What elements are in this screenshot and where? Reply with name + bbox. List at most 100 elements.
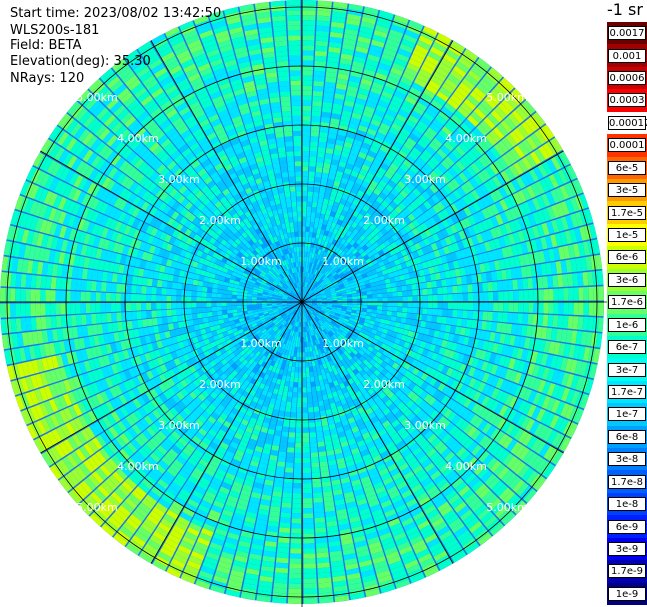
ray-gate — [285, 462, 294, 468]
ray-gate — [444, 122, 457, 133]
ray-gate — [311, 295, 317, 299]
ray-gate — [419, 167, 430, 177]
ray-gate — [367, 196, 376, 204]
ray-gate — [384, 81, 398, 90]
ray-gate — [306, 302, 312, 305]
ray-gate — [325, 209, 332, 216]
ray-gate — [429, 122, 441, 134]
ray-gate — [414, 242, 422, 251]
ray-gate — [293, 472, 302, 479]
ray-gate — [346, 243, 353, 250]
ray-gate — [317, 151, 325, 158]
ray-gate — [524, 171, 535, 185]
ray-gate — [319, 187, 326, 194]
ray-gate — [375, 196, 384, 204]
ray-gate — [375, 267, 382, 273]
ray-gate — [332, 303, 338, 306]
ray-gate — [311, 472, 321, 478]
ray-gate — [513, 290, 519, 301]
ray-gate — [331, 294, 337, 298]
ray-gate — [397, 296, 403, 302]
ray-gate — [542, 314, 549, 327]
ray-gate — [316, 25, 330, 32]
ray-gate — [478, 156, 489, 168]
ray-gate — [377, 297, 383, 302]
ray-gate — [337, 249, 343, 255]
ray-gate — [352, 257, 359, 264]
ray-gate — [317, 278, 323, 284]
ray-gate — [360, 314, 367, 319]
ray-gate — [390, 282, 397, 288]
ray-gate — [592, 270, 599, 286]
ray-gate — [382, 306, 388, 311]
ray-gate — [487, 282, 493, 292]
ray-gate — [503, 116, 517, 130]
ray-gate — [438, 247, 446, 257]
ray-gate — [489, 331, 496, 342]
ray-gate — [336, 208, 343, 215]
ray-gate — [303, 523, 314, 529]
ray-gate — [447, 302, 453, 310]
ray-gate — [330, 222, 337, 229]
ray-gate — [575, 257, 583, 272]
ray-gate — [459, 267, 466, 276]
ray-gate — [309, 161, 316, 167]
ray-gate — [370, 86, 383, 95]
ray-gate — [314, 55, 327, 62]
ray-gate — [304, 241, 308, 247]
ray-gate — [390, 99, 402, 109]
ray-gate — [325, 188, 332, 195]
ray-gate — [446, 137, 458, 149]
ray-gate — [366, 308, 373, 313]
ray-gate — [345, 212, 352, 219]
ray-gate — [441, 106, 454, 118]
ray-gate — [540, 236, 548, 250]
ray-gate — [567, 315, 574, 329]
ray-gate — [307, 191, 313, 197]
ray-gate — [365, 100, 377, 109]
ray-gate — [457, 293, 464, 302]
ray-gate — [547, 275, 554, 288]
ray-gate — [315, 542, 328, 549]
ray-gate — [511, 110, 525, 124]
ray-gate — [401, 198, 410, 208]
ray-gate — [452, 334, 460, 343]
ray-gate — [402, 100, 415, 110]
ray-gate — [323, 230, 329, 237]
ray-gate — [455, 250, 463, 260]
ray-gate — [297, 402, 302, 408]
ray-gate — [504, 222, 513, 235]
ray-gate — [274, 572, 288, 579]
ray-gate — [507, 312, 514, 323]
ray-gate — [302, 110, 312, 116]
ray-gate — [481, 320, 488, 331]
ray-gate — [379, 145, 390, 154]
ray-gate — [462, 302, 469, 310]
ray-gate — [311, 304, 317, 306]
ray-gate — [436, 32, 452, 45]
ray-gate — [397, 302, 403, 307]
ray-gate — [471, 235, 479, 246]
ray-gate — [393, 259, 401, 266]
ray-gate — [516, 348, 524, 360]
ray-gate — [532, 211, 541, 225]
ray-gate — [327, 248, 332, 254]
ray-gate — [462, 310, 468, 319]
ray-gate — [412, 289, 418, 296]
ray-gate — [508, 302, 514, 312]
ray-gate — [380, 314, 387, 320]
ray-gate — [325, 272, 331, 277]
ray-gate — [387, 256, 394, 263]
ray-gate — [303, 538, 315, 544]
ray-gate — [579, 226, 588, 241]
ray-gate — [321, 306, 327, 309]
ray-gate — [472, 212, 481, 224]
ray-gate — [387, 33, 402, 44]
ray-gate — [480, 196, 490, 208]
ray-gate — [367, 208, 375, 216]
ray-gate — [302, 140, 310, 147]
ray-gate — [376, 215, 384, 224]
ray-gate — [356, 213, 364, 221]
ray-gate — [321, 245, 327, 252]
ray-gate — [351, 221, 358, 229]
